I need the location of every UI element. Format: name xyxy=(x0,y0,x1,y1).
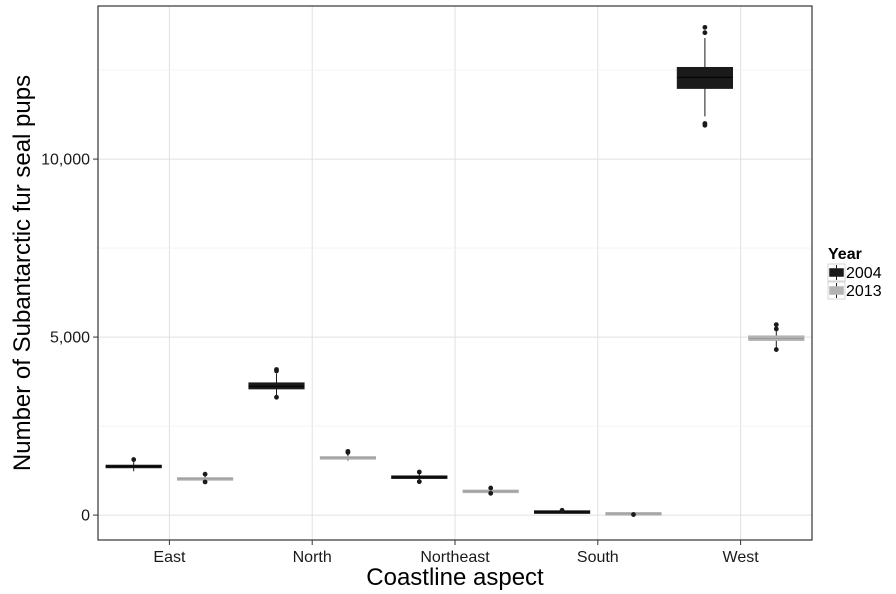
x-tick-label: East xyxy=(153,549,186,566)
legend-title: Year xyxy=(828,246,862,263)
outlier-point xyxy=(202,471,208,477)
outlier-point xyxy=(202,479,208,485)
box-north-2004 xyxy=(248,367,305,400)
y-tick-label: 10,000 xyxy=(41,152,90,169)
legend-label: 2004 xyxy=(846,265,882,282)
y-tick-label: 5,000 xyxy=(50,330,90,347)
series-2013 xyxy=(177,322,805,517)
x-axis-ticks: East North Northeast South West xyxy=(153,540,759,566)
y-axis-ticks: 0 5,000 10,000 xyxy=(41,152,98,525)
box-west-2013 xyxy=(748,322,805,352)
outlier-point xyxy=(773,347,779,352)
box-east-2013 xyxy=(177,471,234,485)
outlier-point xyxy=(274,367,279,372)
outlier-point xyxy=(559,507,565,513)
legend-label: 2013 xyxy=(846,283,882,300)
box-east-2004 xyxy=(105,457,162,472)
outlier-point xyxy=(631,512,636,517)
outlier-point xyxy=(702,30,708,36)
outlier-point xyxy=(416,479,422,485)
box-north-2013 xyxy=(319,448,376,461)
outlier-point xyxy=(702,24,708,30)
box-northeast-2004 xyxy=(391,469,448,485)
outlier-point xyxy=(131,457,137,462)
box-series xyxy=(105,24,805,517)
outlier-point xyxy=(488,490,494,496)
outlier-point xyxy=(773,326,779,332)
outlier-point xyxy=(702,121,708,126)
legend-key-swatch xyxy=(829,268,844,277)
box-northeast-2013 xyxy=(462,485,519,496)
outlier-point xyxy=(274,394,279,400)
legend-item-2013: 2013 xyxy=(827,281,882,300)
box-body xyxy=(676,66,733,89)
x-tick-label: North xyxy=(293,549,332,566)
outlier-point xyxy=(345,448,351,454)
box-south-2013 xyxy=(605,512,662,517)
legend-item-2004: 2004 xyxy=(827,263,882,282)
outlier-point xyxy=(488,485,494,491)
outlier-point xyxy=(416,469,422,475)
y-axis-title: Number of Subantarctic fur seal pups xyxy=(9,75,36,471)
x-tick-label: South xyxy=(577,549,619,566)
x-tick-label: West xyxy=(723,549,760,566)
box-south-2004 xyxy=(534,507,591,514)
legend-key-swatch xyxy=(829,286,844,295)
box-west-2004 xyxy=(676,24,733,128)
outlier-point xyxy=(773,322,779,328)
x-tick-label: Northeast xyxy=(420,549,490,566)
x-axis-title: Coastline aspect xyxy=(366,564,544,591)
y-tick-label: 0 xyxy=(81,508,90,525)
series-2004 xyxy=(105,24,733,514)
major-gridlines xyxy=(98,6,812,540)
